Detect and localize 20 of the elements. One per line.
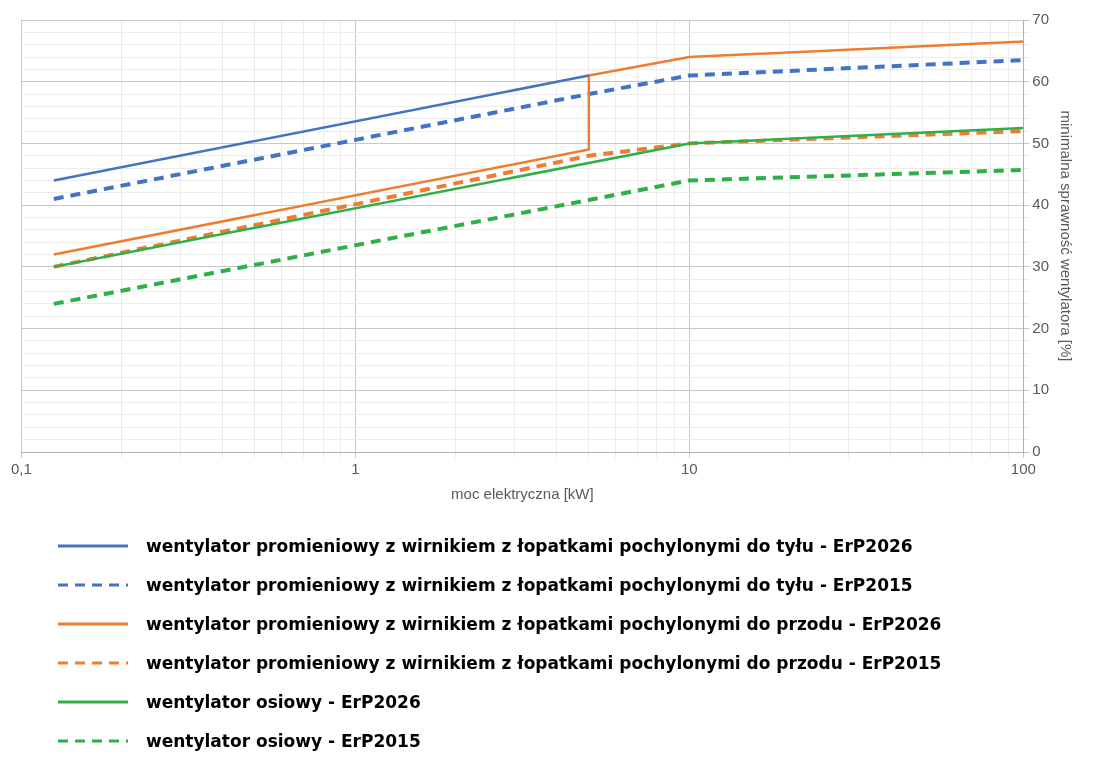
legend-label: wentylator osiowy - ErP2015	[146, 730, 421, 751]
y-tick-label: 30	[1032, 257, 1049, 274]
x-tick-label: 0,1	[11, 460, 32, 478]
legend-label: wentylator promieniowy z wirnikiem z łopatkami pochylonymi do przodu - ErP2015	[146, 652, 942, 673]
y-tick-label: 0	[1032, 442, 1041, 460]
legend-label: wentylator osiowy - ErP2026	[146, 691, 421, 712]
y-tick-label: 20	[1032, 318, 1049, 336]
y-tick-label: 60	[1032, 71, 1049, 89]
legend-label: wentylator promieniowy z wirnikiem z łopatkami pochylonymi do tyłu - ErP2015	[146, 574, 913, 595]
x-tick-label: 10	[681, 460, 698, 478]
x-tick-label: 1	[351, 460, 360, 478]
x-axis-title: moc elektryczna [kW]	[451, 485, 594, 503]
y-tick-label: 40	[1032, 195, 1049, 213]
y-tick-label: 70	[1032, 10, 1049, 28]
y-axis-title: minimalna sprawność wentylatora [%]	[1057, 110, 1075, 362]
y-tick-label: 10	[1032, 380, 1049, 398]
legend-label: wentylator promieniowy z wirnikiem z łopatkami pochylonymi do tyłu - ErP2026	[146, 535, 913, 556]
legend-label: wentylator promieniowy z wirnikiem z łopatkami pochylonymi do przodu - ErP2026	[146, 613, 942, 634]
x-tick-label: 100	[1010, 460, 1036, 478]
y-tick-label: 50	[1032, 133, 1049, 151]
